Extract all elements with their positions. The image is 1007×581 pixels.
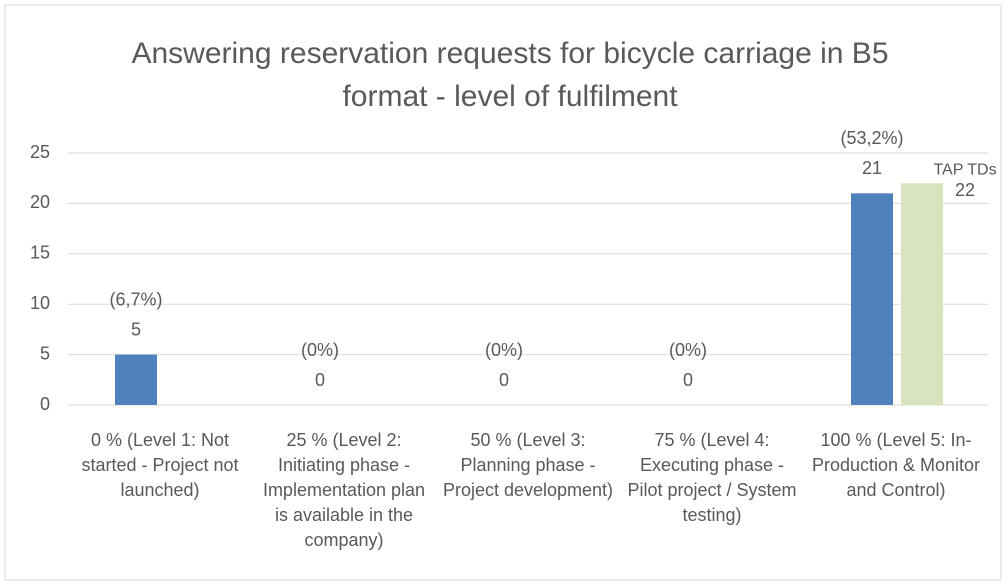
bar [851, 193, 893, 405]
y-tick-label: 15 [30, 243, 50, 263]
y-tick-label: 20 [30, 192, 50, 212]
chart-title: Answering reservation requests for bicyc… [131, 37, 889, 113]
value-label: 0 [315, 370, 325, 390]
y-tick-label: 0 [40, 394, 50, 414]
value-label: 5 [131, 319, 141, 339]
percent-label: (0%) [669, 340, 707, 360]
percent-label: (6,7%) [109, 289, 162, 309]
series-label: TAP TDs [933, 161, 996, 178]
chart-border [4, 4, 1002, 581]
x-tick-label: 0 % (Level 1: Not started - Project not … [81, 430, 239, 500]
value-label: 22 [955, 180, 975, 200]
percent-label: (0%) [301, 340, 339, 360]
x-tick-label: 75 % (Level 4: Executing phase - Pilot p… [627, 430, 797, 525]
y-tick-label: 10 [30, 293, 50, 313]
y-tick-label: 5 [40, 343, 50, 363]
x-tick-label: 100 % (Level 5: In-Production & Monitor … [811, 430, 981, 500]
y-tick-label: 25 [30, 142, 50, 162]
bar [115, 354, 157, 405]
value-label: 21 [862, 158, 882, 178]
bar [901, 183, 943, 405]
percent-label: (53,2%) [840, 128, 903, 148]
percent-label: (0%) [485, 340, 523, 360]
value-label: 0 [683, 370, 693, 390]
value-label: 0 [499, 370, 509, 390]
x-tick-label: 50 % (Level 3: Planning phase - Project … [442, 430, 614, 500]
x-tick-label: 25 % (Level 2: Initiating phase - Implem… [262, 430, 426, 550]
